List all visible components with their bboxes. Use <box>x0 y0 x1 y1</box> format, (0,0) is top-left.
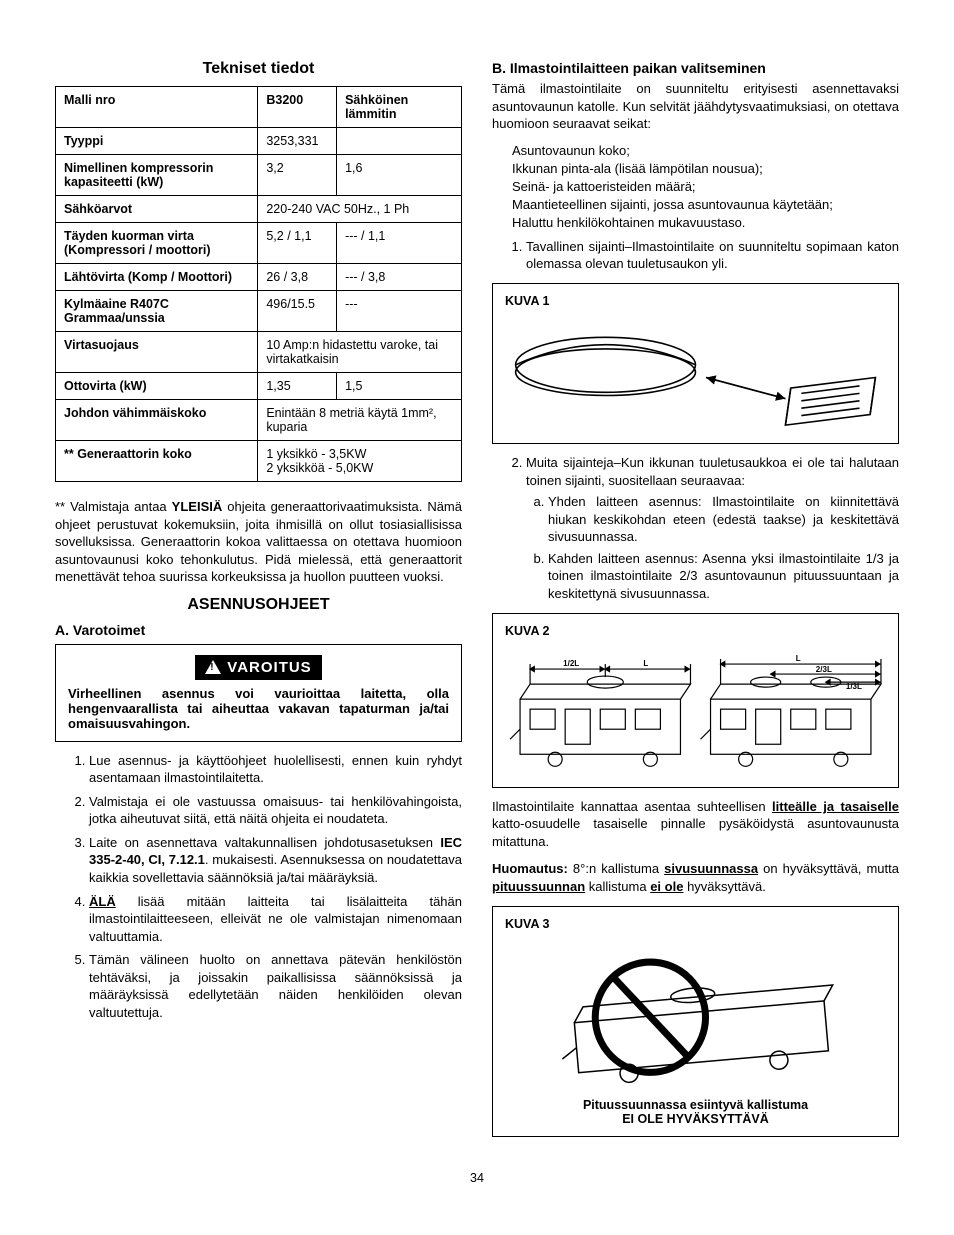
table-cell-label: Lähtövirta (Komp / Moottori) <box>56 264 258 291</box>
figure-3-svg <box>505 937 886 1087</box>
figure-1: KUVA 1 <box>492 283 899 444</box>
location-list: Tavallinen sijainti–Ilmastointilaite on … <box>492 238 899 273</box>
table-cell-label: Nimellinen kompressorin kapasiteetti (kW… <box>56 155 258 196</box>
table-cell: 1,35 <box>258 373 337 400</box>
text-underline: ÄLÄ <box>89 894 116 909</box>
list-item: Asuntovaunun koko; <box>512 143 899 158</box>
text: ** Valmistaja antaa <box>55 499 172 514</box>
table-cell: 1 yksikkö - 3,5KW 2 yksikköä - 5,0KW <box>258 441 462 482</box>
table-cell-label: Malli nro <box>56 87 258 128</box>
dim-label: L <box>796 654 801 663</box>
table-cell-label: Täyden kuorman virta (Kompressori / moot… <box>56 223 258 264</box>
dim-label: 2/3L <box>816 665 832 674</box>
text-underline: sivusuunnassa <box>664 861 758 876</box>
table-cell: --- <box>337 291 462 332</box>
list-item: Kahden laitteen asennus: Asenna yksi ilm… <box>548 550 899 603</box>
table-cell: 26 / 3,8 <box>258 264 337 291</box>
table-cell-label: Johdon vähimmäiskoko <box>56 400 258 441</box>
dim-label: L <box>643 659 648 668</box>
table-cell-label: Ottovirta (kW) <box>56 373 258 400</box>
warning-text: Virheellinen asennus voi vaurioittaa lai… <box>68 686 449 731</box>
figure-1-svg <box>505 314 886 430</box>
table-cell: --- / 1,1 <box>337 223 462 264</box>
text-underline: litteälle ja tasaiselle <box>772 799 899 814</box>
considerations-list: Asuntovaunun koko; Ikkunan pinta-ala (li… <box>492 143 899 230</box>
text: 8°:n kallistuma <box>568 861 664 876</box>
figure-2: KUVA 2 <box>492 613 899 788</box>
list-item: Valmistaja ei ole vastuussa omaisuus- ta… <box>89 793 462 828</box>
table-cell: 3,2 <box>258 155 337 196</box>
figure-3: KUVA 3 Pi <box>492 906 899 1137</box>
table-cell-label: Tyyppi <box>56 128 258 155</box>
spec-table: Malli nroB3200Sähköinen lämmitin Tyyppi32… <box>55 86 462 482</box>
table-cell: 3253,331 <box>258 128 337 155</box>
text: Muita sijainteja–Kun ikkunan tuuletusauk… <box>526 455 899 488</box>
table-cell-label: Virtasuojaus <box>56 332 258 373</box>
text: kallistuma <box>585 879 650 894</box>
text: lisää mitään laitteita tai lisälaitteita… <box>89 894 462 944</box>
figure-3-caption: Pituussuunnassa esiintyvä kallistuma EI … <box>505 1098 886 1126</box>
list-item: Tavallinen sijainti–Ilmastointilaite on … <box>526 238 899 273</box>
tech-spec-heading: Tekniset tiedot <box>55 60 462 78</box>
table-cell: Sähköinen lämmitin <box>337 87 462 128</box>
list-item: Tämän välineen huolto on annettava pätev… <box>89 951 462 1021</box>
list-item: Laite on asennettava valtakunnallisen jo… <box>89 834 462 887</box>
list-item: Haluttu henkilökohtainen mukavuustaso. <box>512 215 899 230</box>
table-cell: 5,2 / 1,1 <box>258 223 337 264</box>
precautions-list: Lue asennus- ja käyttöohjeet huolellises… <box>55 752 462 1022</box>
sublist: Yhden laitteen asennus: Ilmastointilaite… <box>526 493 899 602</box>
warning-triangle-icon <box>205 660 221 674</box>
figure-label: KUVA 1 <box>505 294 886 308</box>
list-item: Lue asennus- ja käyttöohjeet huolellises… <box>89 752 462 787</box>
table-cell: 1,5 <box>337 373 462 400</box>
intro-para: Tämä ilmastointilaite on suunniteltu eri… <box>492 80 899 133</box>
text-underline: pituussuunnan <box>492 879 585 894</box>
table-cell <box>337 128 462 155</box>
dim-label: 1/3L <box>846 682 862 691</box>
table-cell: 1,6 <box>337 155 462 196</box>
table-cell: 10 Amp:n hidastettu varoke, tai virtakat… <box>258 332 462 373</box>
table-cell: --- / 3,8 <box>337 264 462 291</box>
text: hyväksyttävä. <box>683 879 765 894</box>
flat-roof-para: Ilmastointilaite kannattaa asentaa suhte… <box>492 798 899 851</box>
location-list-2: Muita sijainteja–Kun ikkunan tuuletusauk… <box>492 454 899 602</box>
generator-note: ** Valmistaja antaa YLEISIÄ ohjeita gene… <box>55 498 462 586</box>
text-bold: YLEISIÄ <box>172 499 223 514</box>
list-item: Maantieteellinen sijainti, jossa asuntov… <box>512 197 899 212</box>
dim-label: 1/2L <box>563 659 579 668</box>
figure-label: KUVA 3 <box>505 917 886 931</box>
list-item: ÄLÄ lisää mitään laitteita tai lisälaitt… <box>89 893 462 946</box>
warning-box: VAROITUS Virheellinen asennus voi vaurio… <box>55 644 462 742</box>
list-item: Muita sijainteja–Kun ikkunan tuuletusauk… <box>526 454 899 602</box>
table-cell-label: Sähköarvot <box>56 196 258 223</box>
table-cell-label: ** Generaattorin koko <box>56 441 258 482</box>
section-b-heading: B. Ilmastointilaitteen paikan valitsemin… <box>492 60 899 76</box>
text: Laite on asennettava valtakunnallisen jo… <box>89 835 440 850</box>
text: on hyväksyttävä, mutta <box>758 861 899 876</box>
text: Ilmastointilaite kannattaa asentaa suhte… <box>492 799 772 814</box>
list-item: Yhden laitteen asennus: Ilmastointilaite… <box>548 493 899 546</box>
table-cell-label: Kylmäaine R407C Grammaa/unssia <box>56 291 258 332</box>
figure-label: KUVA 2 <box>505 624 886 638</box>
section-a-heading: A. Varotoimet <box>55 622 462 638</box>
list-item: Ikkunan pinta-ala (lisää lämpötilan nous… <box>512 161 899 176</box>
figure-2-svg: 1/2L L <box>505 644 886 774</box>
table-cell: 220-240 VAC 50Hz., 1 Ph <box>258 196 462 223</box>
table-cell: Enintään 8 metriä käytä 1mm², kuparia <box>258 400 462 441</box>
caption-line: EI OLE HYVÄKSYTTÄVÄ <box>505 1112 886 1126</box>
install-heading: ASENNUSOHJEET <box>55 596 462 614</box>
page-number: 34 <box>55 1171 899 1185</box>
list-item: Seinä- ja kattoeristeiden määrä; <box>512 179 899 194</box>
note-label: Huomautus: <box>492 861 568 876</box>
table-cell: B3200 <box>258 87 337 128</box>
warning-badge: VAROITUS <box>68 655 449 680</box>
warning-label: VAROITUS <box>227 659 311 676</box>
note-para: Huomautus: 8°:n kallistuma sivusuunnassa… <box>492 860 899 895</box>
text: katto-osuudelle tasaiselle pinnalle pysä… <box>492 816 899 849</box>
text-underline: ei ole <box>650 879 683 894</box>
table-cell: 496/15.5 <box>258 291 337 332</box>
caption-line: Pituussuunnassa esiintyvä kallistuma <box>505 1098 886 1112</box>
